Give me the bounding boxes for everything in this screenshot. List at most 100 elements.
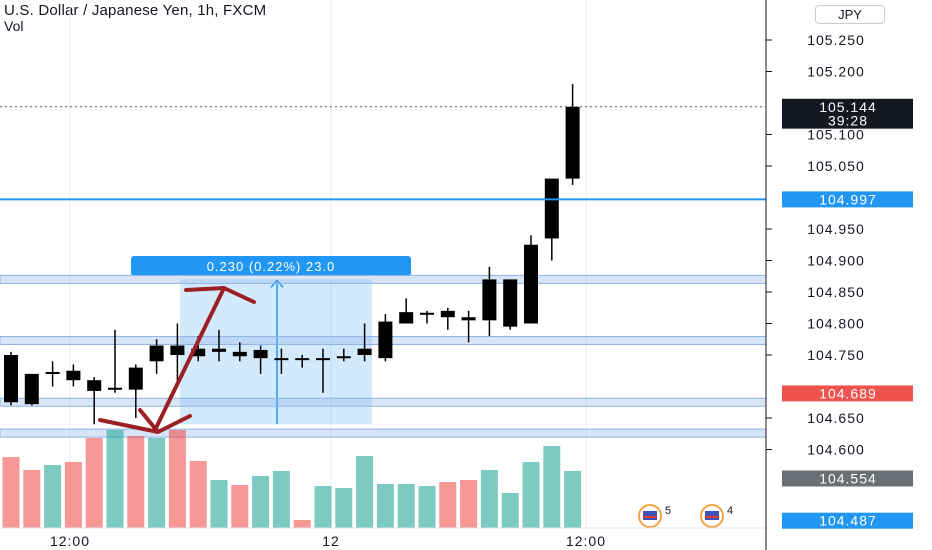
volume-label: Vol	[4, 18, 24, 34]
price-badge-label: 39:28	[828, 113, 868, 129]
volume-bar	[168, 430, 186, 528]
candle-body	[524, 244, 538, 324]
flag-field	[643, 511, 657, 520]
volume-bar	[272, 471, 290, 528]
volume-bar	[189, 461, 207, 528]
y-tick-label: 104.850	[807, 284, 865, 300]
price-badge: 104.554	[782, 470, 913, 487]
candle-body	[336, 356, 351, 359]
candle-body	[4, 355, 18, 403]
volume-bar	[293, 520, 311, 528]
price-badge: 105.144	[782, 98, 913, 115]
event-count: 5	[665, 505, 671, 517]
volume-bar	[564, 471, 582, 528]
price-badge-label: 104.689	[819, 385, 877, 401]
volume-bar	[106, 430, 124, 528]
volume-bar	[418, 486, 436, 528]
volume-bar	[501, 493, 519, 528]
volume-bar	[231, 485, 249, 528]
event-flag: 4	[700, 504, 733, 528]
candle-body	[212, 348, 226, 352]
candle-body	[378, 321, 393, 359]
price-badge-label: 104.997	[819, 191, 877, 207]
candle-body	[108, 387, 122, 390]
measure-arrowhead	[270, 279, 284, 288]
zone-band	[0, 274, 767, 284]
volume-bar	[356, 456, 374, 528]
volume-bar	[210, 480, 228, 528]
price-badge: 104.487	[782, 512, 913, 529]
x-tick-label: 12:00	[50, 533, 90, 549]
candle-body	[316, 358, 330, 361]
price-badge-bg	[782, 512, 913, 529]
volume-bar	[85, 438, 103, 528]
candle-body	[274, 358, 289, 361]
price-badge-bg	[782, 191, 913, 208]
candle-body	[170, 345, 185, 355]
price-badge: 104.689	[782, 385, 913, 402]
price-badge-label: 104.554	[819, 470, 877, 486]
price-badge-label: 104.487	[819, 513, 877, 529]
candle-body	[253, 349, 268, 359]
price-badge-bg	[782, 112, 913, 129]
price-badge-label: 105.144	[819, 99, 877, 115]
event-flag: 5	[638, 504, 671, 528]
candle-body	[87, 380, 102, 391]
candle-body	[128, 367, 143, 390]
price-badge-bg	[782, 470, 913, 487]
candle-body	[295, 358, 310, 361]
annotation-arrowhead-up	[184, 286, 256, 304]
y-tick-label: 105.200	[807, 64, 865, 80]
annotation-arrowhead-down	[98, 408, 192, 434]
y-tick-label: 104.600	[807, 442, 865, 458]
volume-bar	[252, 476, 270, 528]
volume-bar	[23, 470, 41, 528]
volume-bar	[543, 446, 561, 528]
volume-bar	[64, 462, 82, 528]
candle-body	[66, 370, 81, 381]
volume-bar	[314, 486, 332, 528]
measure-label-box	[131, 256, 411, 276]
volume-bar	[522, 462, 540, 528]
candle-body	[482, 279, 497, 321]
candle-body	[461, 317, 476, 321]
volume-bar	[148, 438, 166, 528]
candle-body	[45, 372, 60, 375]
volume-bar	[439, 482, 457, 528]
candle-body	[420, 312, 434, 315]
volume-bar	[44, 465, 62, 528]
y-tick-label: 104.950	[807, 221, 865, 237]
candle-body	[440, 310, 455, 318]
y-tick-label: 104.650	[807, 410, 865, 426]
event-count: 4	[727, 505, 733, 517]
price-badge-bg	[782, 385, 913, 402]
candle-body	[544, 178, 559, 239]
candle-body	[149, 345, 164, 362]
volume-bar	[335, 488, 353, 528]
flag-field	[705, 511, 719, 520]
candle-body	[399, 312, 414, 324]
x-tick-label: 12	[322, 533, 340, 549]
y-tick-label: 105.100	[807, 127, 865, 143]
annotation-arrow-up	[153, 286, 226, 432]
measure-label: 0.230 (0.22%) 23.0	[207, 259, 336, 274]
volume-bar	[376, 484, 394, 528]
y-tick-label: 104.750	[807, 347, 865, 363]
y-tick-label: 105.250	[807, 32, 865, 48]
candle-body	[191, 348, 206, 357]
volume-bar	[460, 480, 478, 528]
volume-bar	[480, 470, 498, 528]
price-badge: 39:28	[782, 112, 913, 129]
y-tick-label: 105.050	[807, 158, 865, 174]
price-badge: 104.997	[782, 191, 913, 208]
candle-body	[503, 279, 518, 327]
candle-body	[24, 373, 39, 405]
x-tick-label: 12:00	[566, 533, 606, 549]
currency-button[interactable]: JPY	[815, 5, 885, 24]
volume-bar	[127, 436, 145, 528]
candle-body	[565, 106, 580, 179]
price-badge-bg	[782, 98, 913, 115]
zone-band	[0, 397, 767, 407]
volume-bar	[2, 457, 20, 528]
